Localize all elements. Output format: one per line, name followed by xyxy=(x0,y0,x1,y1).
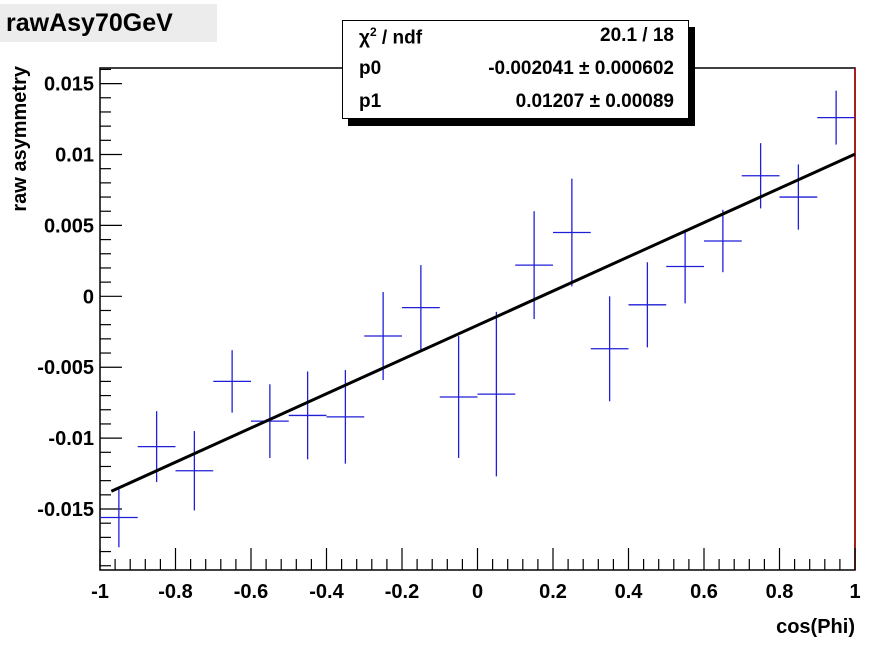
y-tick-label: 0 xyxy=(83,286,94,308)
histogram-title-box: rawAsy70GeV xyxy=(0,4,217,42)
x-tick-label: 0.8 xyxy=(766,581,794,603)
x-tick-label: -0.4 xyxy=(309,581,344,603)
y-tick-label: 0.01 xyxy=(55,145,94,167)
fit-stats-box: χ2 / ndf 20.1 / 18 p0 -0.002041 ± 0.0006… xyxy=(342,20,689,119)
stats-label-p0: p0 xyxy=(359,58,382,79)
stats-value-p0: -0.002041 ± 0.000602 xyxy=(488,58,674,79)
stats-row-chi2: χ2 / ndf 20.1 / 18 xyxy=(343,21,688,54)
stats-value-chi2: 20.1 / 18 xyxy=(600,25,674,46)
y-tick-label: -0.01 xyxy=(48,428,94,450)
x-tick-label: -1 xyxy=(91,581,109,603)
plot-frame xyxy=(99,67,856,571)
x-tick-label: -0.6 xyxy=(234,581,268,603)
y-axis-title: raw asymmetry xyxy=(9,65,31,212)
y-tick-label: 0.005 xyxy=(44,215,94,237)
x-tick-label: -0.8 xyxy=(158,581,192,603)
x-tick-label: 0.4 xyxy=(615,581,644,603)
x-axis-title: cos(Phi) xyxy=(776,616,855,638)
stats-row-p0: p0 -0.002041 ± 0.000602 xyxy=(343,54,688,87)
stats-value-p1: 0.01207 ± 0.00089 xyxy=(515,91,674,112)
x-tick-label: 0.6 xyxy=(690,581,718,603)
stats-label-p1: p1 xyxy=(359,91,382,112)
x-tick-label: 0 xyxy=(472,581,483,603)
x-tick-label: 1 xyxy=(849,581,860,603)
y-tick-label: -0.005 xyxy=(37,357,94,379)
x-tick-label: -0.2 xyxy=(385,581,419,603)
y-tick-label: -0.015 xyxy=(37,499,94,521)
x-tick-label: 0.2 xyxy=(539,581,567,603)
fit-line xyxy=(110,152,856,493)
stats-label-chi2: χ2 / ndf xyxy=(359,25,423,49)
histogram-title: rawAsy70GeV xyxy=(6,9,173,37)
y-tick-label: 0.015 xyxy=(44,74,94,96)
stats-row-p1: p1 0.01207 ± 0.00089 xyxy=(343,87,688,120)
